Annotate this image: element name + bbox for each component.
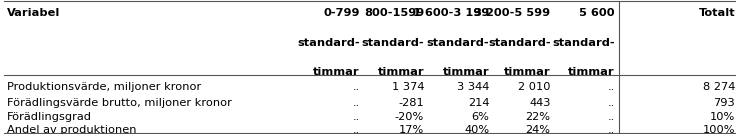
Text: 800-1599: 800-1599 xyxy=(364,8,424,18)
Text: timmar: timmar xyxy=(568,67,615,77)
Text: standard-: standard- xyxy=(297,38,360,48)
Text: 0-799: 0-799 xyxy=(324,8,360,18)
Text: 8 274: 8 274 xyxy=(703,82,735,92)
Text: 1 374: 1 374 xyxy=(392,82,424,92)
Text: Totalt: Totalt xyxy=(698,8,735,18)
Text: 24%: 24% xyxy=(525,125,551,134)
Text: 5 600: 5 600 xyxy=(579,8,615,18)
Text: Produktionsvärde, miljoner kronor: Produktionsvärde, miljoner kronor xyxy=(7,82,201,92)
Text: 3 344: 3 344 xyxy=(457,82,489,92)
Text: 443: 443 xyxy=(529,98,551,108)
Text: Förädlingsgrad: Förädlingsgrad xyxy=(7,112,92,122)
Text: ..: .. xyxy=(353,125,360,134)
Text: 40%: 40% xyxy=(464,125,489,134)
Text: Variabel: Variabel xyxy=(7,8,60,18)
Text: ..: .. xyxy=(353,98,360,108)
Text: ..: .. xyxy=(353,82,360,92)
Text: 10%: 10% xyxy=(710,112,735,122)
Text: standard-: standard- xyxy=(426,38,489,48)
Text: ..: .. xyxy=(607,125,615,134)
Text: Andel av produktionen: Andel av produktionen xyxy=(7,125,136,134)
Text: 17%: 17% xyxy=(399,125,424,134)
Text: 6%: 6% xyxy=(471,112,489,122)
Text: -281: -281 xyxy=(398,98,424,108)
Text: 1 600-3 199: 1 600-3 199 xyxy=(413,8,489,18)
Text: standard-: standard- xyxy=(552,38,615,48)
Text: 22%: 22% xyxy=(525,112,551,122)
Text: Förädlingsvärde brutto, miljoner kronor: Förädlingsvärde brutto, miljoner kronor xyxy=(7,98,231,108)
Text: standard-: standard- xyxy=(361,38,424,48)
Text: 3 200-5 599: 3 200-5 599 xyxy=(474,8,551,18)
Text: ..: .. xyxy=(607,112,615,122)
Text: standard-: standard- xyxy=(488,38,551,48)
Text: timmar: timmar xyxy=(378,67,424,77)
Text: 100%: 100% xyxy=(703,125,735,134)
Text: ..: .. xyxy=(607,98,615,108)
Text: ..: .. xyxy=(353,112,360,122)
Text: 2 010: 2 010 xyxy=(518,82,551,92)
Text: timmar: timmar xyxy=(504,67,551,77)
Text: 214: 214 xyxy=(468,98,489,108)
Text: timmar: timmar xyxy=(313,67,360,77)
Text: -20%: -20% xyxy=(395,112,424,122)
Text: ..: .. xyxy=(607,82,615,92)
Text: timmar: timmar xyxy=(443,67,489,77)
Text: 793: 793 xyxy=(714,98,735,108)
